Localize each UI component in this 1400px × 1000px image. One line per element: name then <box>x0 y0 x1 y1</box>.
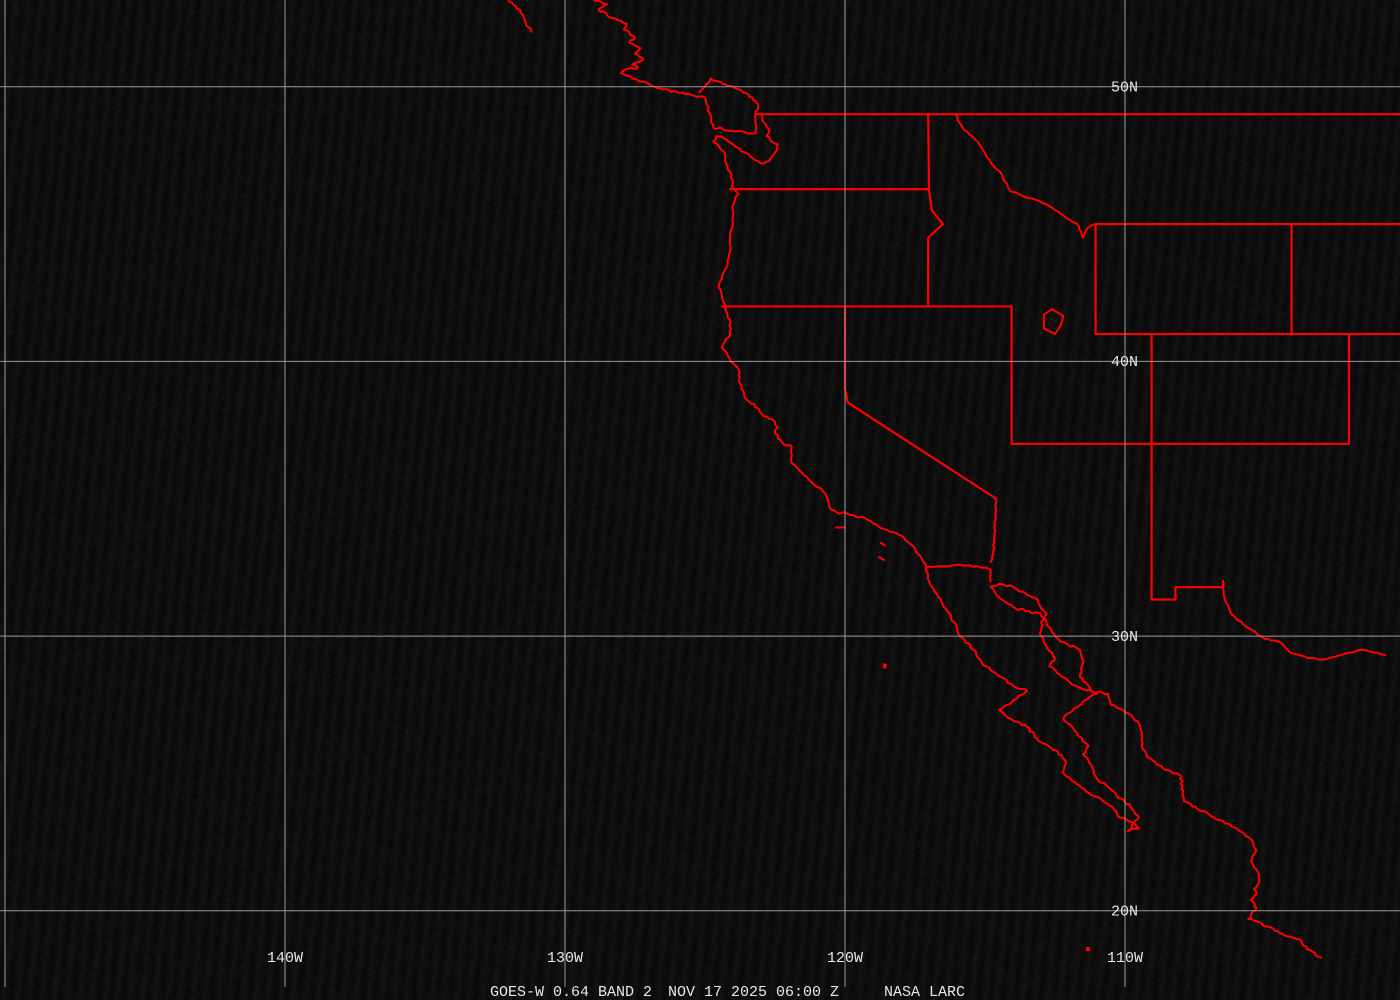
svg-text:30N: 30N <box>1111 629 1138 646</box>
svg-text:40N: 40N <box>1111 354 1138 371</box>
svg-text:50N: 50N <box>1111 80 1138 97</box>
svg-text:20N: 20N <box>1111 904 1138 921</box>
svg-text:NASA LARC: NASA LARC <box>884 984 965 1000</box>
svg-text:110W: 110W <box>1107 950 1143 967</box>
svg-text:130W: 130W <box>547 950 583 967</box>
svg-text:GOES-W 0.64 BAND 2: GOES-W 0.64 BAND 2 <box>490 984 652 1000</box>
svg-text:120W: 120W <box>827 950 863 967</box>
svg-text:NOV 17 2025 06:00 Z: NOV 17 2025 06:00 Z <box>668 984 839 1000</box>
svg-text:140W: 140W <box>267 950 303 967</box>
